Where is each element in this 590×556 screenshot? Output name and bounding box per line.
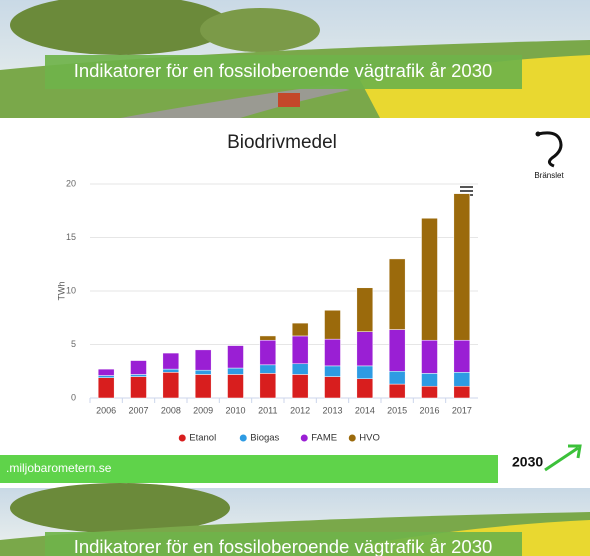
- bar-segment: [421, 339, 438, 374]
- bar-segment: [421, 385, 438, 399]
- legend-marker: [178, 434, 186, 442]
- x-tick-label: 2009: [193, 405, 213, 415]
- bar-segment: [356, 378, 374, 399]
- bar-segment: [194, 349, 212, 371]
- banner-repeat: Indikatorer för en fossiloberoende vägtr…: [0, 483, 590, 556]
- bar-segment: [130, 376, 147, 399]
- x-tick-label: 2010: [225, 405, 245, 415]
- x-tick-label: 2014: [355, 405, 375, 415]
- bar-segment: [388, 371, 406, 385]
- bar-segment: [356, 331, 374, 367]
- y-axis-label: TWh: [56, 282, 66, 301]
- legend-marker: [300, 434, 308, 442]
- x-tick-label: 2016: [419, 405, 439, 415]
- bar-segment: [97, 377, 115, 399]
- legend-label: Etanol: [189, 433, 216, 444]
- x-tick-label: 2011: [258, 405, 277, 415]
- legend-label: FAME: [311, 433, 337, 444]
- bar-segment: [324, 338, 341, 367]
- bar-segment: [291, 363, 309, 375]
- bar-segment: [453, 193, 471, 341]
- bar-segment: [388, 329, 406, 372]
- bar-segment: [259, 373, 277, 399]
- bar-segment: [324, 310, 341, 340]
- banner-title: Indikatorer för en fossiloberoende vägtr…: [74, 60, 493, 81]
- bar-segment: [291, 374, 309, 399]
- bar-segment: [291, 335, 309, 365]
- footer-logo: 2030: [512, 454, 543, 470]
- bar-segment: [453, 385, 471, 399]
- x-tick-label: 2017: [452, 405, 472, 415]
- y-tick-label: 5: [71, 339, 76, 349]
- y-tick-label: 15: [66, 232, 76, 242]
- legend-marker: [348, 434, 356, 442]
- bar-segment: [324, 365, 341, 377]
- bar-segment: [421, 217, 438, 341]
- bar-segment: [162, 368, 180, 373]
- icon-label: Bränslet: [534, 171, 564, 180]
- bar-segment: [227, 374, 244, 399]
- bar-segment: [194, 374, 212, 399]
- fuel-icon: Bränslet: [534, 131, 564, 180]
- bar-segment: [388, 258, 406, 330]
- legend-label: HVO: [359, 433, 380, 444]
- footer: .miljobarometern.se 2030: [0, 444, 582, 483]
- legend-label: Biogas: [250, 433, 279, 444]
- x-tick-label: 2012: [290, 405, 310, 415]
- x-tick-label: 2015: [387, 405, 407, 415]
- bar-segment: [453, 339, 471, 373]
- banner: Indikatorer för en fossiloberoende vägtr…: [0, 0, 590, 118]
- bar-segment: [259, 339, 277, 366]
- bar-segment: [162, 352, 180, 370]
- bar-segment: [453, 372, 471, 387]
- bar-segment: [227, 367, 244, 375]
- bar-segment: [97, 368, 115, 376]
- chart: 0 5 10 15 20 2006 2007 2008 2009 2010 2011 2012 2013…: [66, 178, 478, 444]
- y-tick-label: 20: [66, 178, 76, 188]
- bar-segment: [388, 383, 406, 399]
- x-tick-label: 2013: [322, 405, 342, 415]
- bar-segment: [324, 376, 341, 399]
- bar-segment: [291, 322, 309, 337]
- bar-segment: [130, 360, 147, 375]
- bar-segment: [356, 287, 374, 332]
- x-tick-label: 2007: [128, 405, 148, 415]
- bar-segment: [259, 364, 277, 374]
- bar-segment: [97, 375, 115, 378]
- x-tick-label: 2006: [96, 405, 116, 415]
- bar-segment: [130, 374, 147, 377]
- bar-segment: [259, 335, 277, 341]
- bar-segment: [194, 369, 212, 375]
- x-tick-label: 2008: [161, 405, 181, 415]
- legend-marker: [239, 434, 247, 442]
- y-tick-label: 10: [66, 285, 76, 295]
- bar-segment: [162, 372, 180, 399]
- bar-segment: [421, 373, 438, 387]
- y-tick-label: 0: [71, 392, 76, 402]
- bar-segment: [227, 345, 244, 369]
- banner-title-repeat: Indikatorer för en fossiloberoende vägtr…: [74, 536, 493, 556]
- chart-title: Biodrivmedel: [227, 132, 337, 153]
- footer-url: .miljobarometern.se: [6, 461, 112, 475]
- bar-segment: [356, 365, 374, 379]
